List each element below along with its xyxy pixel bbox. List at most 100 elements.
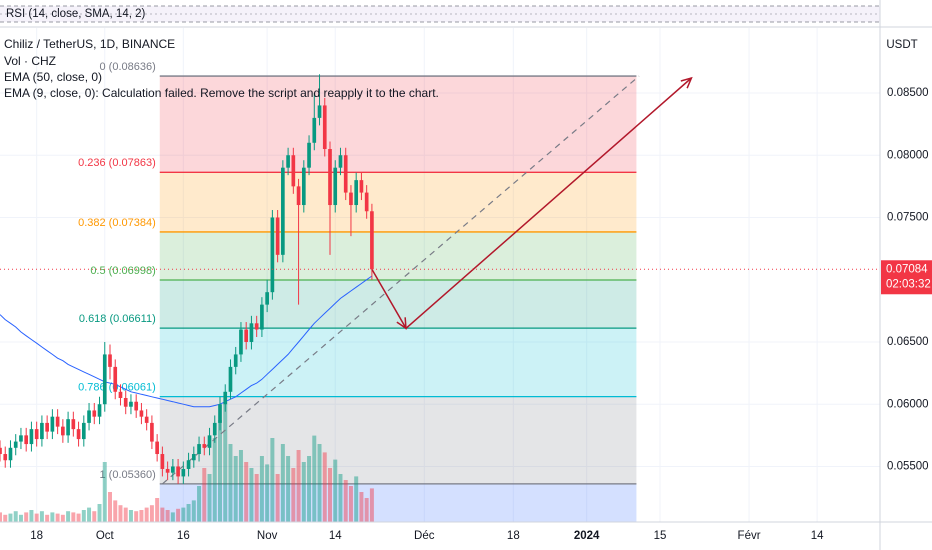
candle-body	[317, 105, 322, 118]
candle-body	[254, 323, 259, 330]
candle-body	[312, 117, 317, 143]
candle-body	[359, 180, 364, 193]
candle-body	[307, 142, 311, 168]
candle-body	[118, 391, 123, 399]
volume-bar	[66, 511, 71, 522]
candle-body	[349, 192, 353, 206]
candle-body	[296, 186, 301, 206]
arrow-head	[396, 317, 407, 330]
volume-bar	[359, 492, 364, 522]
candle-body	[155, 441, 159, 455]
x-tick-label: 16	[177, 530, 190, 542]
candle-body	[50, 416, 55, 432]
volume-bar	[155, 498, 160, 522]
volume-bar	[286, 456, 291, 522]
volume-bar	[128, 510, 133, 522]
currency: USDT	[886, 39, 917, 51]
y-tick-label: 0.06500	[887, 336, 929, 348]
candle-body	[87, 410, 91, 423]
candle-body	[160, 454, 165, 469]
candle-body	[370, 211, 374, 270]
volume-bar	[249, 468, 254, 522]
x-tick-label: Oct	[96, 530, 115, 542]
volume-bar	[238, 450, 243, 522]
volume-bar	[97, 504, 102, 522]
volume-bar	[13, 511, 18, 522]
volume-bar	[139, 510, 144, 522]
candle-body	[338, 155, 343, 168]
candle-body	[328, 149, 332, 206]
price-label-box	[881, 260, 932, 295]
candle-body	[286, 155, 290, 168]
candle-body	[354, 180, 359, 206]
arrow-head	[680, 76, 693, 89]
volume-bar	[186, 504, 191, 522]
y-tick-label: 0.08000	[887, 149, 929, 161]
volume-bar	[87, 507, 92, 522]
legend-line: EMA (50, close, 0)	[4, 70, 102, 84]
volume-bar	[108, 492, 112, 522]
candle-body	[322, 105, 327, 150]
volume-bar	[348, 486, 353, 522]
candle-body	[301, 167, 306, 206]
volume-bar	[223, 402, 228, 522]
fib-band	[159, 231, 637, 280]
volume-bar	[202, 468, 207, 522]
volume-bar	[39, 511, 44, 522]
fib-label: 0.5 (0.06998)	[90, 265, 155, 277]
candle-body	[186, 460, 191, 469]
volume-bar	[254, 474, 259, 522]
candle-body	[260, 304, 264, 330]
volume-bar	[81, 510, 86, 522]
fib-band	[159, 76, 637, 173]
candle-body	[228, 366, 233, 392]
volume-bar	[0, 512, 2, 522]
symbol-title: Chiliz / TetherUS, 1D, BINANCE	[4, 37, 175, 51]
candle-body	[61, 426, 65, 436]
volume-bar	[317, 444, 322, 522]
volume-bar	[71, 512, 76, 522]
volume-bar	[275, 474, 280, 522]
candle-body	[19, 435, 23, 442]
volume-bar	[113, 500, 118, 522]
candle-body	[165, 468, 170, 473]
candle-body	[92, 410, 97, 417]
volume-bar	[228, 444, 233, 522]
candle-body	[171, 466, 175, 473]
x-tick-label: Déc	[414, 530, 435, 542]
volume-bar	[343, 480, 348, 522]
volume-bar	[265, 464, 270, 522]
candle-body	[212, 422, 217, 436]
volume-bar	[176, 508, 181, 522]
volume-bar	[50, 512, 55, 522]
fib-label: 1 (0.05360)	[99, 469, 155, 481]
candle-body	[29, 429, 34, 445]
candle-body	[333, 167, 338, 206]
x-tick-label: 14	[811, 530, 824, 542]
volume-bar	[333, 459, 338, 522]
x-tick-label: 14	[329, 530, 342, 542]
candle-body	[66, 419, 70, 436]
candle-body	[81, 422, 86, 440]
volume-bar	[18, 514, 23, 522]
fib-band	[159, 279, 637, 329]
candle-body	[134, 401, 139, 411]
candle-body	[249, 323, 254, 342]
volume-bar	[102, 462, 107, 522]
volume-bar	[270, 438, 275, 522]
candle-body	[8, 447, 13, 461]
candle-body	[71, 419, 76, 430]
ema-line	[0, 275, 373, 408]
candle-body	[24, 435, 29, 445]
volume-bar	[207, 474, 212, 522]
volume-bar	[3, 514, 8, 522]
candle-body	[55, 416, 60, 427]
rsi-pane: RSI (14, close, SMA, 14, 2)	[0, 5, 932, 28]
volume-bar	[165, 510, 170, 522]
volume-bar	[92, 511, 97, 522]
volume-bar	[312, 435, 317, 522]
volume-bar	[307, 456, 312, 522]
volume-bar	[322, 452, 327, 522]
candle-body	[45, 422, 49, 432]
volume-bar	[191, 500, 196, 522]
